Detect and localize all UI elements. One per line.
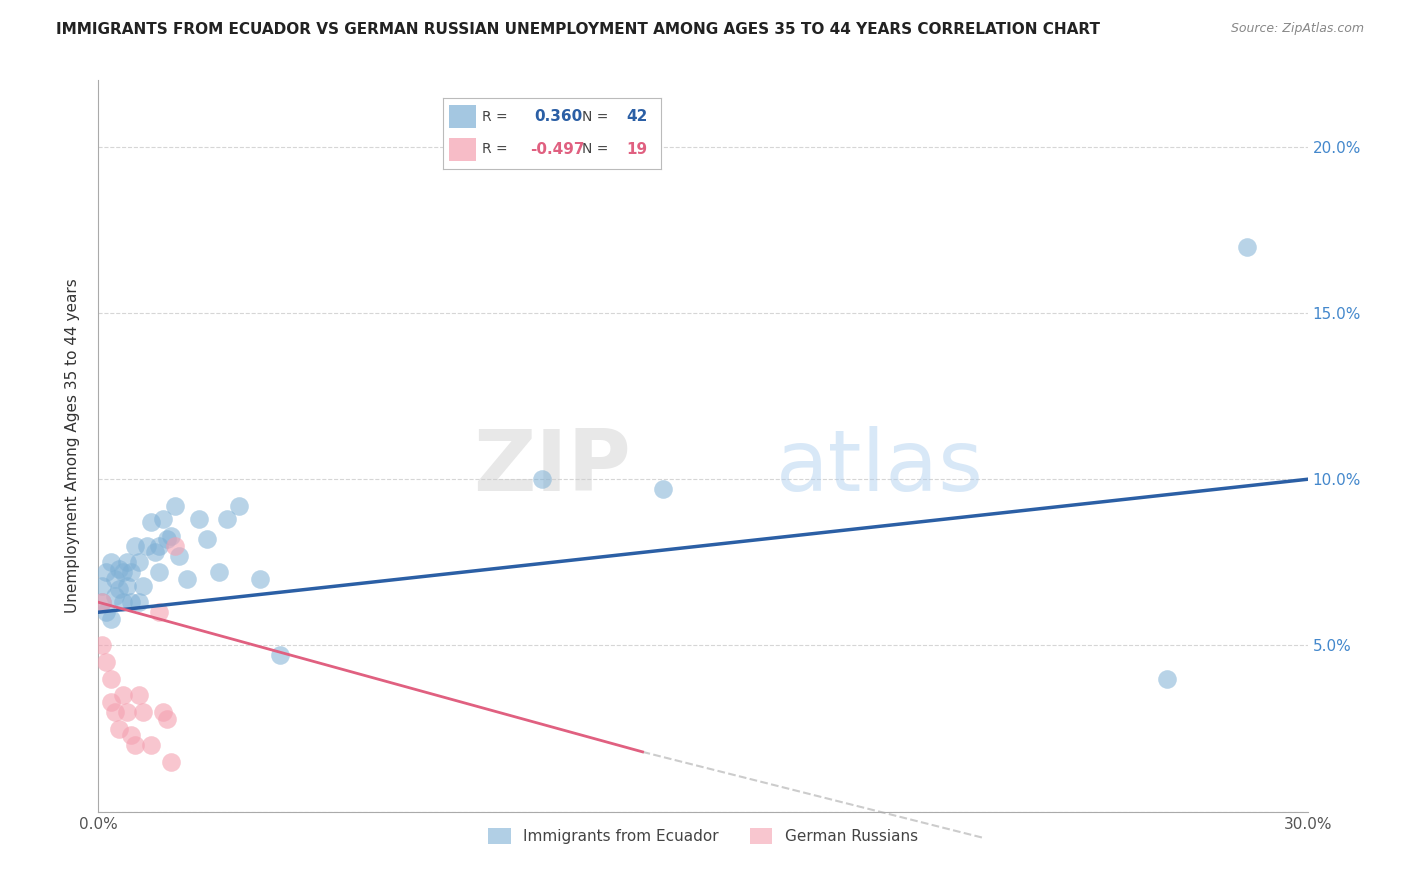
Text: -0.497: -0.497	[530, 142, 585, 157]
Point	[107, 722, 129, 736]
Point	[111, 566, 134, 580]
Point	[135, 539, 157, 553]
Point	[100, 672, 122, 686]
Point	[132, 705, 155, 719]
Point	[139, 516, 162, 530]
Point	[111, 595, 134, 609]
Point	[103, 572, 125, 586]
Point	[91, 639, 114, 653]
Point	[176, 572, 198, 586]
Text: N =: N =	[582, 110, 609, 124]
Text: IMMIGRANTS FROM ECUADOR VS GERMAN RUSSIAN UNEMPLOYMENT AMONG AGES 35 TO 44 YEARS: IMMIGRANTS FROM ECUADOR VS GERMAN RUSSIA…	[56, 22, 1101, 37]
Point	[91, 595, 114, 609]
Text: 0.360: 0.360	[534, 109, 582, 124]
Point	[100, 612, 122, 626]
Point	[124, 539, 146, 553]
Point	[167, 549, 190, 563]
Text: N =: N =	[582, 143, 609, 156]
Point	[120, 595, 142, 609]
Point	[100, 695, 122, 709]
Point	[91, 595, 114, 609]
Point	[115, 705, 138, 719]
Point	[111, 689, 134, 703]
Point	[530, 472, 553, 486]
Point	[160, 755, 183, 769]
Bar	[450, 138, 475, 161]
Point	[139, 738, 162, 752]
Text: ZIP: ZIP	[472, 426, 630, 509]
Point	[156, 532, 179, 546]
Point	[96, 655, 118, 669]
Point	[143, 545, 166, 559]
Point	[1236, 239, 1258, 253]
Point	[195, 532, 218, 546]
Point	[152, 705, 174, 719]
Point	[120, 566, 142, 580]
Point	[103, 705, 125, 719]
Point	[152, 512, 174, 526]
Text: 42: 42	[626, 109, 647, 124]
Point	[148, 566, 170, 580]
Text: R =: R =	[482, 110, 508, 124]
Point	[115, 579, 138, 593]
Point	[128, 689, 150, 703]
Point	[217, 512, 239, 526]
Point	[163, 539, 186, 553]
Point	[128, 595, 150, 609]
Point	[132, 579, 155, 593]
Point	[96, 566, 118, 580]
Text: 19: 19	[626, 142, 647, 157]
Y-axis label: Unemployment Among Ages 35 to 44 years: Unemployment Among Ages 35 to 44 years	[65, 278, 80, 614]
Point	[115, 555, 138, 569]
Bar	[450, 105, 475, 128]
Legend: Immigrants from Ecuador, German Russians: Immigrants from Ecuador, German Russians	[481, 821, 925, 852]
Point	[128, 555, 150, 569]
Point	[124, 738, 146, 752]
Point	[208, 566, 231, 580]
Text: Source: ZipAtlas.com: Source: ZipAtlas.com	[1230, 22, 1364, 36]
Point	[103, 589, 125, 603]
Point	[163, 499, 186, 513]
Point	[1156, 672, 1178, 686]
Text: R =: R =	[482, 143, 508, 156]
Point	[91, 579, 114, 593]
Point	[188, 512, 211, 526]
Point	[96, 605, 118, 619]
Text: atlas: atlas	[776, 426, 984, 509]
Point	[156, 712, 179, 726]
Point	[249, 572, 271, 586]
Point	[148, 605, 170, 619]
Point	[148, 539, 170, 553]
Point	[228, 499, 250, 513]
Point	[107, 562, 129, 576]
Point	[160, 529, 183, 543]
Point	[269, 648, 291, 663]
Point	[100, 555, 122, 569]
Point	[651, 482, 673, 496]
Point	[107, 582, 129, 596]
Point	[120, 728, 142, 742]
